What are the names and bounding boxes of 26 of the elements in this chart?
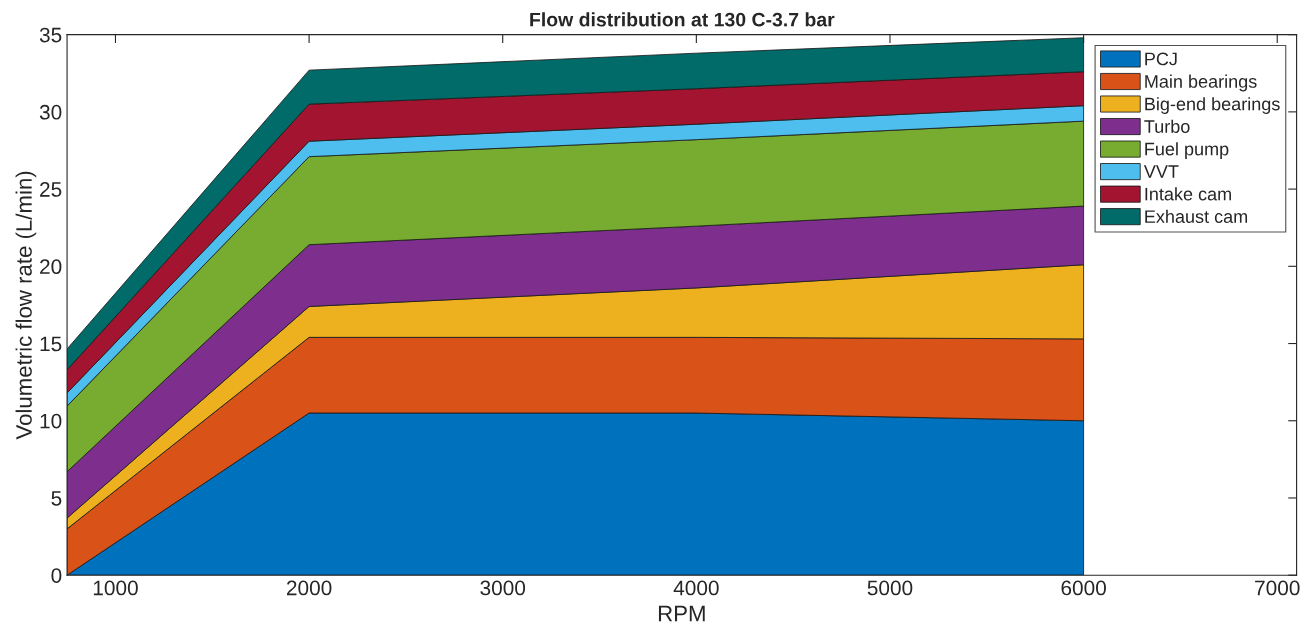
legend-label: Main bearings <box>1145 74 1257 92</box>
legend-label: Exhaust cam <box>1145 209 1248 224</box>
legend-label: Fuel pump <box>1145 142 1229 160</box>
y-axis-title: Volumetric flow rate (L/min) <box>15 171 37 440</box>
y-tick-label: 5 <box>51 491 62 506</box>
x-tick-label: 4000 <box>673 580 719 596</box>
x-tick-label: 2000 <box>286 580 332 596</box>
x-tick-label: 1000 <box>93 580 138 596</box>
legend-label: Intake cam <box>1145 187 1231 201</box>
legend-label: Big-end bearings <box>1145 97 1280 114</box>
legend-label: VVT <box>1143 165 1179 178</box>
y-tick-label: 15 <box>40 336 62 352</box>
y-tick-label: 30 <box>39 104 62 120</box>
y-tick-label: 25 <box>40 182 62 197</box>
y-tick-label: 35 <box>39 27 62 43</box>
x-axis-title: RPM <box>658 605 705 622</box>
y-tick-label: 0 <box>51 568 62 583</box>
legend-label: PCJ <box>1145 52 1177 66</box>
x-tick-label: 5000 <box>867 580 913 596</box>
y-tick-label: 20 <box>40 259 62 275</box>
y-tick-label: 10 <box>40 413 62 429</box>
x-tick-label: 7000 <box>1255 580 1300 596</box>
x-tick-label: 6000 <box>1061 580 1106 596</box>
x-tick-label: 3000 <box>480 580 526 596</box>
legend-label: Turbo <box>1144 119 1190 133</box>
chart-title: Flow distribution at 130 C-3.7 bar <box>530 12 835 27</box>
